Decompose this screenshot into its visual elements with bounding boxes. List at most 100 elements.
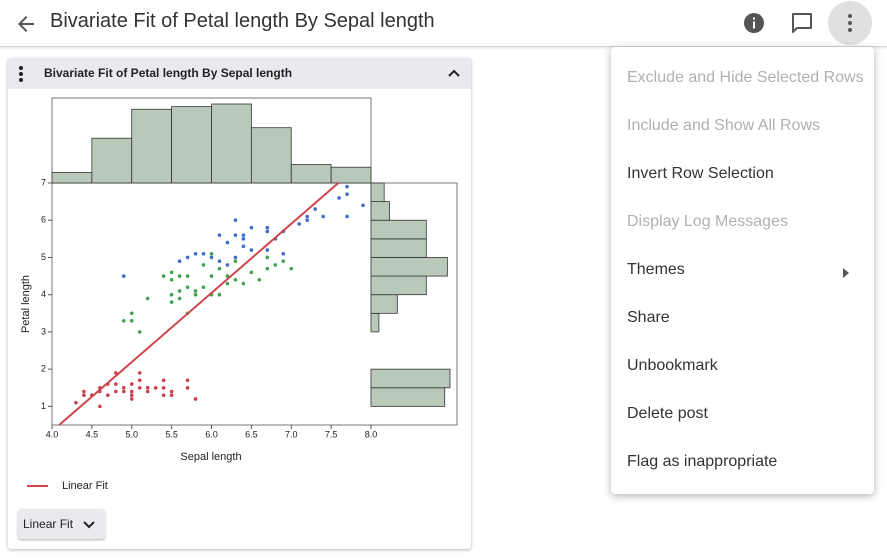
y-tick-label: 2 [41,364,46,374]
point [169,278,174,282]
point [201,251,206,256]
comment-button[interactable] [790,11,814,35]
point [169,300,174,304]
menu-item[interactable]: Unbookmark [627,357,718,374]
point [114,389,118,394]
histogram-bar [91,137,133,184]
histogram-bar [290,164,332,184]
point [265,255,270,260]
point [185,378,190,383]
card-title: Bivariate Fit of Petal length By Sepal l… [44,66,293,80]
back-button[interactable] [14,12,38,36]
point [249,225,254,230]
point [305,218,310,223]
point [249,248,254,252]
point [129,393,134,398]
point [121,318,126,323]
more-button[interactable] [826,0,874,48]
histogram-bar [370,368,451,389]
point [233,218,238,223]
point [225,263,230,267]
point [177,296,182,301]
point [193,251,198,256]
point [145,389,150,394]
point [281,259,286,263]
menu-item: Exclude and Hide Selected Rows [627,69,864,86]
point [161,274,166,278]
point [161,393,166,398]
y-tick-label: 6 [41,215,46,225]
menu-item[interactable]: Invert Row Selection [627,165,774,182]
point [265,229,270,234]
point [129,382,134,386]
card-header: Bivariate Fit of Petal length By Sepal l… [8,58,471,89]
point [185,285,190,290]
x-tick-label: 7.0 [285,429,298,439]
overflow-menu: Exclude and Hide Selected Rows Include an… [611,47,874,494]
x-tick-label: 4.0 [46,429,59,439]
point [217,292,222,297]
fit-button[interactable]: Linear Fit [18,509,105,539]
histogram-bar [370,219,427,240]
point [241,244,246,249]
menu-item[interactable]: Share [627,309,670,326]
point [74,400,78,405]
menu-item: Display Log Messages [627,213,788,230]
point [169,393,174,398]
point [121,385,126,390]
y-tick-label: 5 [41,252,46,262]
collapse-icon[interactable] [448,68,460,78]
y-tick-label: 7 [41,177,46,187]
point [137,378,142,383]
point [137,371,142,375]
point [209,274,214,278]
menu-item[interactable]: Flag as inappropriate [627,453,778,470]
menu-item[interactable]: Delete post [627,405,708,422]
point [114,382,118,386]
point [225,274,230,278]
point [129,389,134,394]
report-card: Bivariate Fit of Petal length By Sepal l… [8,58,471,549]
point [297,222,302,226]
point [241,233,246,237]
fit-line [58,182,339,426]
point [153,385,158,390]
histogram-bar [51,172,93,184]
point [201,263,206,267]
histogram-bar [370,275,427,296]
card-menu-icon[interactable] [18,65,24,83]
histogram-bar [370,387,446,407]
point [273,263,278,267]
point [233,233,238,237]
point [169,389,174,394]
y-tick-label: 3 [41,326,46,336]
point [114,371,118,375]
info-button[interactable] [742,11,766,35]
point [233,259,238,263]
point [169,270,174,275]
x-tick-label: 8.0 [365,429,378,439]
y-tick-label: 4 [41,289,46,299]
point [177,259,182,263]
point [145,296,150,301]
point [257,278,262,282]
histogram-bar [370,182,385,203]
x-tick-label: 4.5 [86,429,99,439]
page-title: Bivariate Fit of Petal length By Sepal l… [50,10,435,32]
menu-item[interactable]: Themes [627,261,685,278]
point [233,278,238,282]
point [345,192,349,196]
histogram-bar [370,201,390,221]
histogram-bar [370,312,380,333]
point [217,259,222,263]
point [145,385,150,390]
point [217,233,222,237]
histogram-bar [370,294,398,314]
point [161,385,166,390]
fit-button-label: Linear Fit [23,517,74,531]
point [193,397,198,401]
point [209,251,214,256]
point [289,266,294,271]
histogram-bar [211,103,252,184]
point [121,274,126,278]
